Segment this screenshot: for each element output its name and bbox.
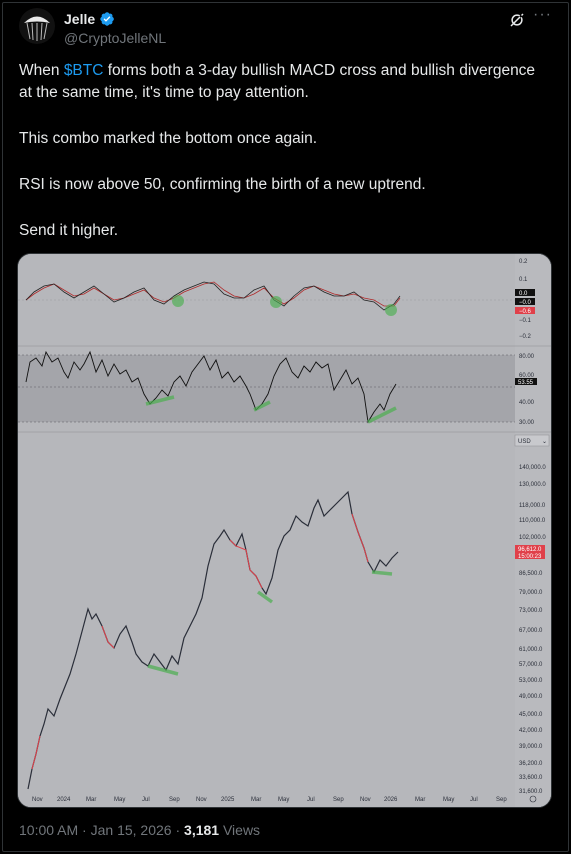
verified-badge-icon	[100, 12, 114, 26]
price-axis-label: 49,000.0	[519, 694, 543, 700]
x-axis: Nov 2024 Mar May Jul Sep Nov 2025 Mar Ma…	[32, 795, 537, 803]
x-axis-label: May	[278, 797, 289, 803]
tweet-paragraph-3: RSI is now above 50, confirming the birt…	[19, 176, 426, 193]
tweet-text: When $BTC forms both a 3-day bullish MAC…	[19, 60, 539, 242]
x-axis-label: Mar	[415, 797, 425, 803]
tweet-text-prefix: When	[19, 62, 64, 79]
author-name[interactable]: Jelle	[64, 11, 115, 27]
price-axis-label: 45,000.0	[519, 712, 543, 718]
x-axis-label: Mar	[86, 797, 96, 803]
more-icon[interactable]: ···	[533, 6, 552, 23]
author-name-text[interactable]: Jelle	[64, 11, 96, 27]
x-axis-label: Sep	[496, 797, 507, 803]
price-axis-label: 79,000.0	[519, 590, 543, 596]
x-axis-label: Jul	[142, 797, 150, 803]
price-axis-label: 86,500.0	[519, 571, 543, 577]
rsi-axis-label: 30.00	[519, 420, 535, 426]
price-axis-label: 57,000.0	[519, 662, 543, 668]
x-axis-label: Sep	[169, 797, 180, 803]
macd-axis-label: 0.2	[519, 259, 528, 265]
views-count: 3,181	[184, 822, 220, 838]
post-time[interactable]: 10:00 AM	[19, 822, 79, 838]
x-axis-label: Nov	[32, 797, 43, 803]
chevron-down-icon: ⌄	[542, 439, 547, 445]
x-axis-label: May	[114, 797, 125, 803]
price-axis-label: 102,000.0	[519, 535, 546, 541]
price-axis-label: 33,600.0	[519, 775, 543, 781]
tweet-paragraph-2: This combo marked the bottom once again.	[19, 130, 318, 147]
price-axis-label: 42,000.0	[519, 728, 543, 734]
chart-svg: 0.2 0.1 −0.1 −0.2 0.0 −0.0 −0.6 80.00 60…	[18, 254, 551, 807]
rsi-axis-label: 40.00	[519, 400, 535, 406]
macd-pane: 0.2 0.1 −0.1 −0.2 0.0 −0.0 −0.6	[18, 259, 535, 340]
price-axis-label: 110,000.0	[519, 518, 546, 524]
separator: ·	[171, 822, 185, 838]
separator: ·	[78, 822, 91, 838]
views-label: Views	[219, 822, 261, 838]
rsi-tag: 53.55	[518, 380, 534, 386]
price-axis-label: 73,000.0	[519, 608, 543, 614]
author-handle[interactable]: @CryptoJelleNL	[64, 30, 167, 46]
rsi-axis-label: 80.00	[519, 354, 535, 360]
cashtag-link[interactable]: $BTC	[63, 62, 104, 79]
avatar[interactable]	[19, 8, 55, 44]
rsi-pane: 80.00 60.00 40.00 30.00 53.55	[18, 350, 537, 426]
price-pane: 140,000.0 130,000.0 118,000.0 110,000.0 …	[27, 465, 546, 795]
macd-tag: 0.0	[519, 291, 528, 297]
macd-tag: −0.0	[519, 300, 532, 306]
x-axis-label: Sep	[333, 797, 344, 803]
macd-axis-label: −0.1	[519, 318, 532, 324]
x-axis-label: May	[443, 797, 454, 803]
x-axis-label: Jul	[470, 797, 478, 803]
price-axis-label: 118,000.0	[519, 503, 546, 509]
currency-label[interactable]: USD	[518, 439, 531, 445]
x-axis-label: 2024	[57, 797, 71, 803]
price-axis-label: 53,000.0	[519, 678, 543, 684]
price-axis-label: 130,000.0	[519, 482, 546, 488]
price-axis-label: 39,000.0	[519, 744, 543, 750]
settings-icon[interactable]	[529, 795, 537, 803]
currency-selector[interactable]: USD ⌄	[514, 434, 550, 447]
macd-axis-label: −0.2	[519, 334, 532, 340]
x-axis-label: Nov	[360, 797, 371, 803]
grok-icon[interactable]	[508, 11, 526, 29]
price-tag-time: 15:00:23	[518, 554, 542, 560]
chart-image[interactable]: 0.2 0.1 −0.1 −0.2 0.0 −0.0 −0.6 80.00 60…	[17, 253, 552, 808]
macd-tag: −0.6	[519, 309, 532, 315]
price-axis-label: 67,000.0	[519, 628, 543, 634]
price-axis-label: 140,000.0	[519, 465, 546, 471]
price-tag: 96,612.0	[518, 547, 542, 553]
price-axis-label: 31,600.0	[519, 789, 543, 795]
x-axis-label: Mar	[251, 797, 261, 803]
rsi-axis-label: 60.00	[519, 373, 535, 379]
post-date[interactable]: Jan 15, 2026	[90, 822, 172, 838]
x-axis-label: Jul	[307, 797, 315, 803]
x-axis-label: 2026	[384, 797, 398, 803]
tweet-text-suffix: forms both a 3-day bullish MACD cross an…	[19, 62, 536, 101]
price-axis-label: 61,000.0	[519, 647, 543, 653]
tweet-paragraph-1: When $BTC forms both a 3-day bullish MAC…	[19, 60, 539, 104]
x-axis-label: 2025	[221, 797, 235, 803]
macd-axis-label: 0.1	[519, 277, 528, 283]
post-meta: 10:00 AM · Jan 15, 2026 · 3,181 Views	[19, 822, 260, 838]
tweet-paragraph-4: Send it higher.	[19, 222, 119, 239]
price-axis-label: 36,200.0	[519, 761, 543, 767]
x-axis-label: Nov	[196, 797, 207, 803]
